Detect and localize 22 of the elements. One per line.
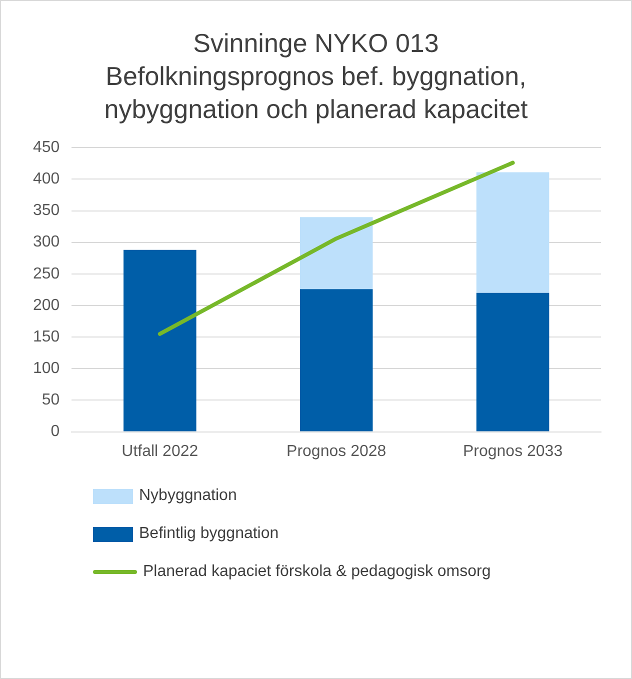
- bar: [300, 217, 373, 290]
- bar: [476, 172, 550, 293]
- bar: [476, 292, 550, 432]
- y-tick-label: 0: [50, 423, 60, 440]
- legend-label: Planerad kapaciet förskola & pedagogisk omsorg: [143, 563, 491, 581]
- y-tick-label: 300: [32, 234, 60, 251]
- bar: [124, 250, 196, 432]
- y-tick-label: 200: [32, 296, 60, 314]
- y-tick-label: 450: [32, 139, 60, 156]
- y-tick-label: 250: [32, 265, 60, 282]
- chart-title: Svinninge NYKO 013 Befolkningsprognos bef. byggnation, nybyggnation och planerad kapacitet: [103, 27, 529, 126]
- y-tick-label: 400: [32, 170, 60, 188]
- x-tick-label: Utfall 2022: [122, 442, 198, 460]
- y-tick-label: 100: [32, 360, 60, 378]
- y-tick-label: 150: [32, 328, 60, 346]
- legend-label: Nybyggnation: [139, 487, 237, 505]
- y-tick-label: 50: [42, 392, 60, 409]
- bar: [300, 289, 373, 432]
- y-tick-label: 350: [32, 202, 60, 220]
- legend-label: Befintlig byggnation: [139, 525, 279, 543]
- x-tick-label: Prognos 2028: [286, 442, 386, 460]
- x-tick-label: Prognos 2033: [462, 442, 563, 460]
